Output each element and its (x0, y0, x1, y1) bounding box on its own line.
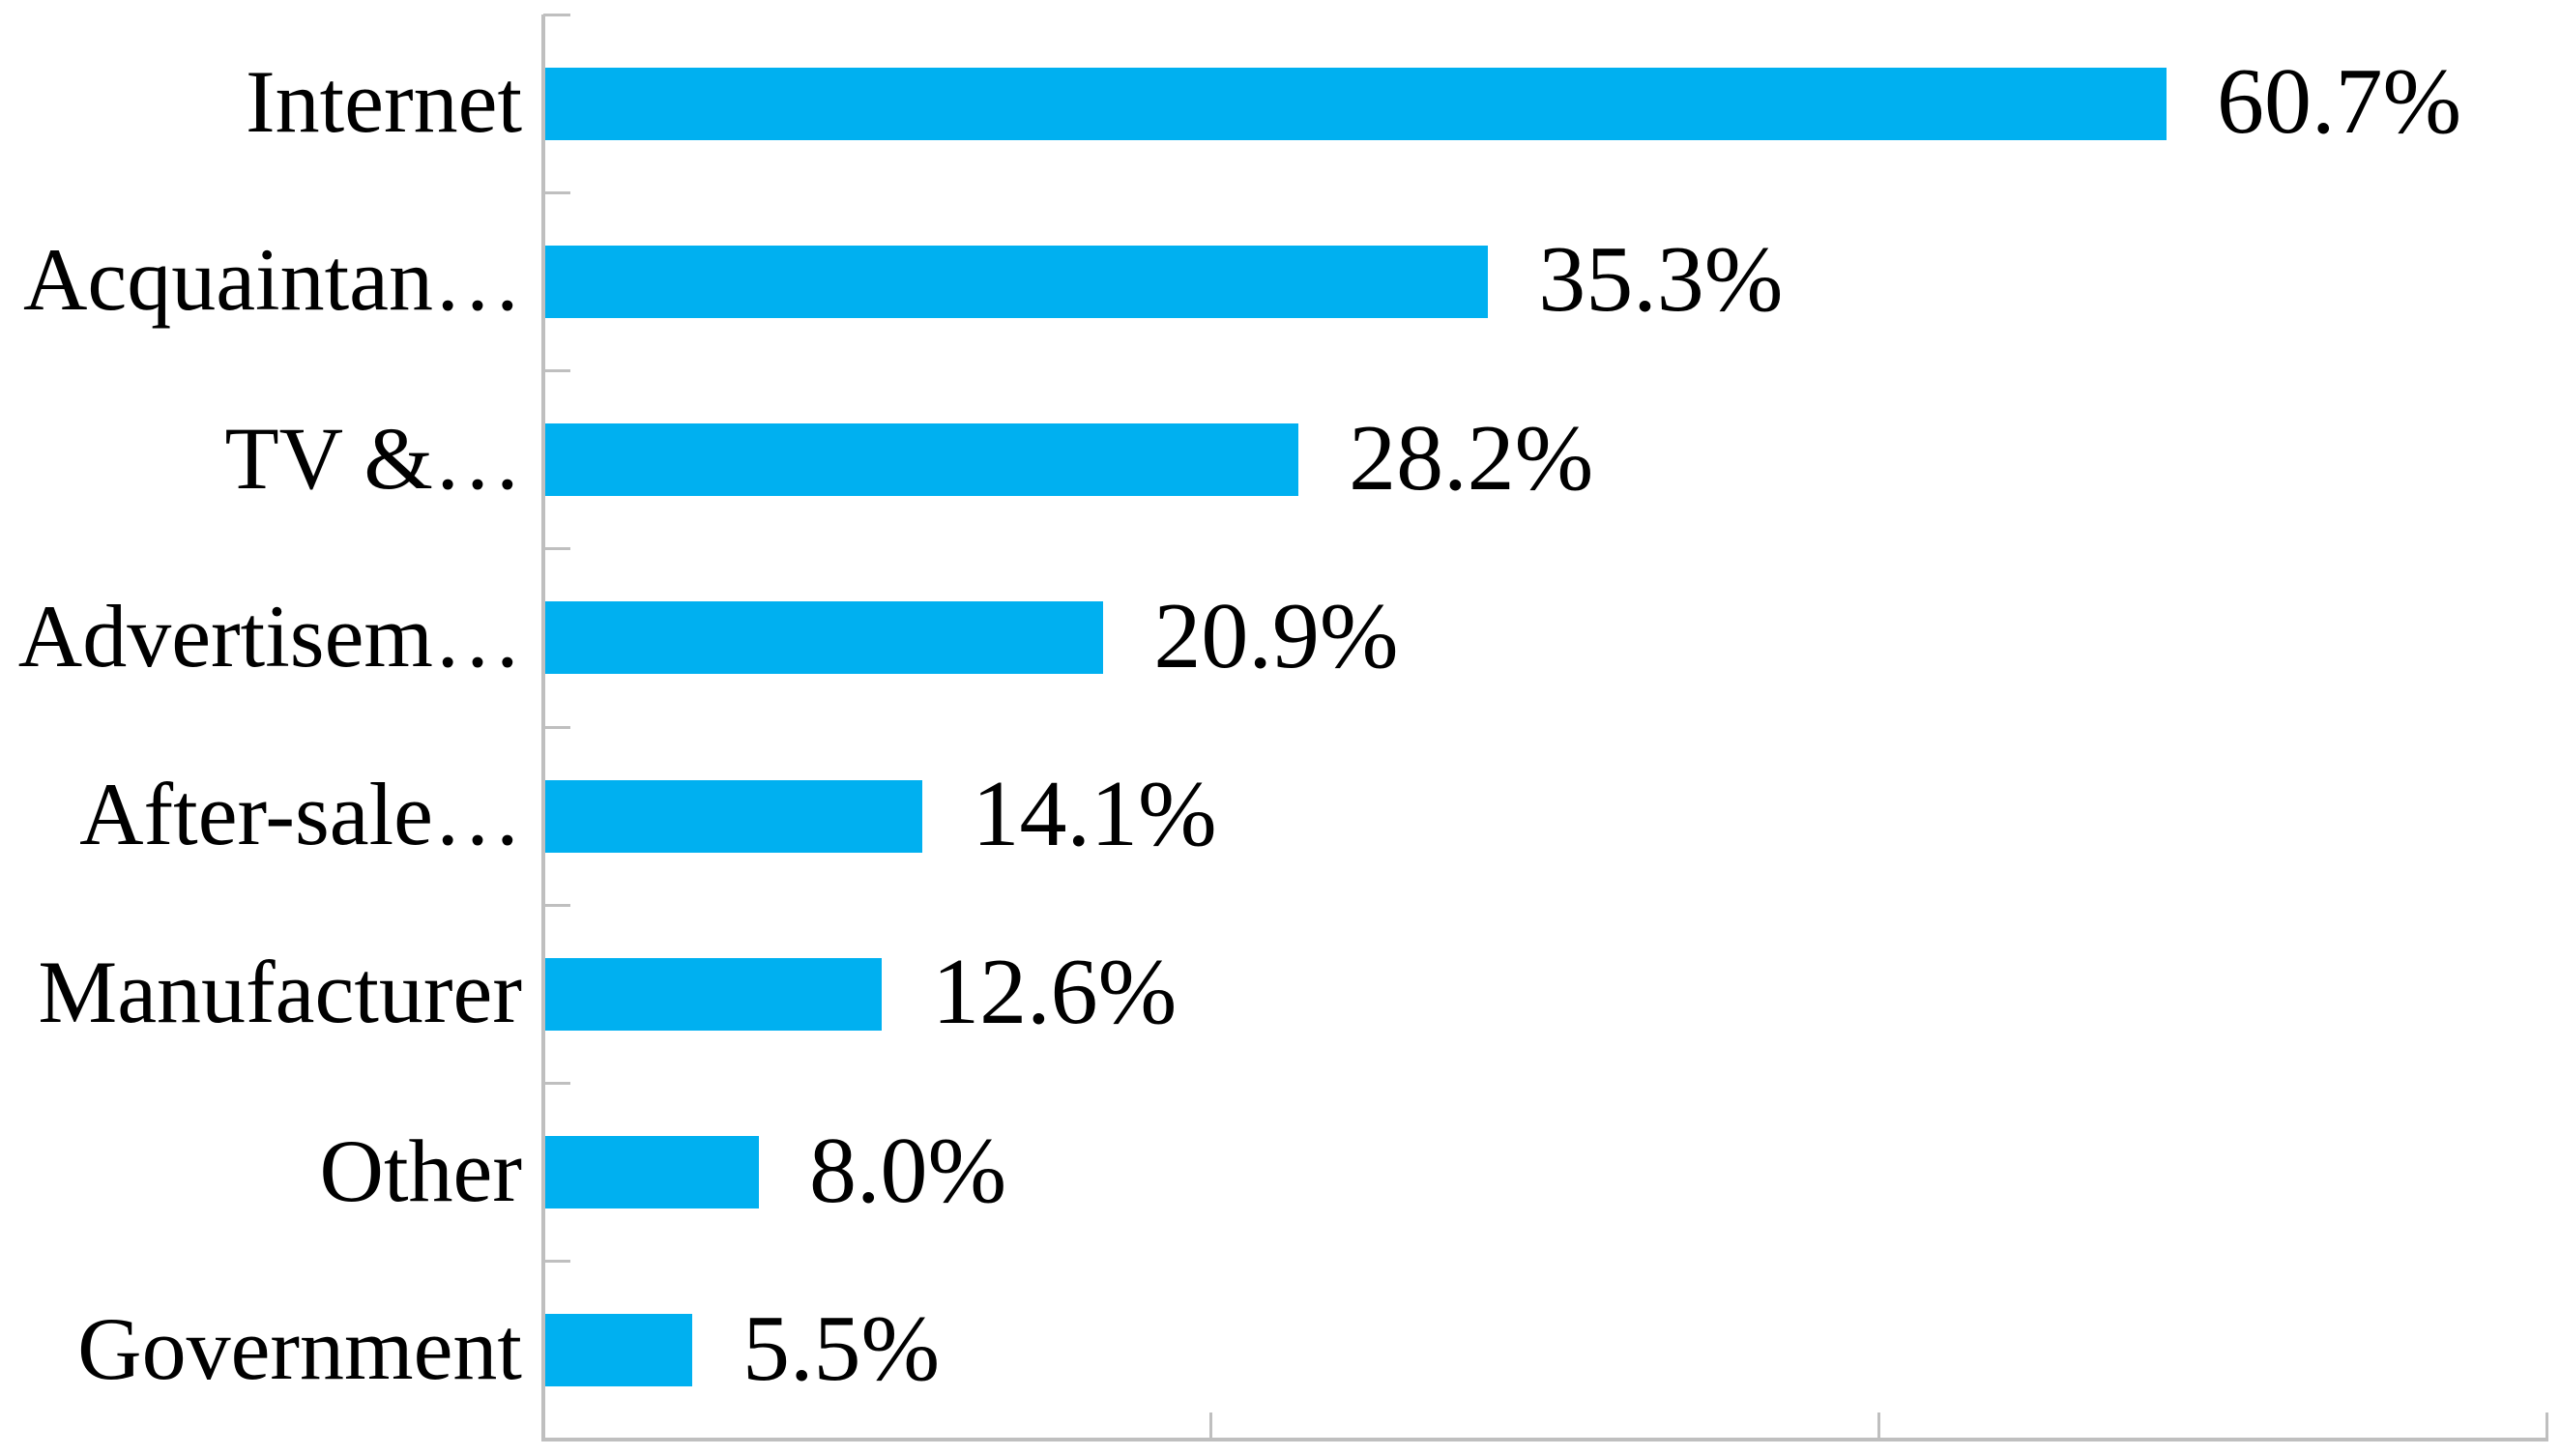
x-axis-tick (2545, 1412, 2548, 1440)
bar (545, 67, 2167, 140)
category-label: Advertisem… (17, 587, 522, 686)
x-axis-line (541, 1438, 2548, 1441)
bar (545, 1314, 692, 1387)
value-label: 28.2% (1349, 405, 1594, 510)
value-label: 20.9% (1153, 583, 1399, 688)
category-label: Manufacturer (38, 943, 522, 1042)
value-label: 60.7% (2216, 49, 2462, 155)
bar (545, 957, 883, 1031)
value-label: 5.5% (742, 1296, 941, 1401)
category-label: Internet (245, 52, 522, 152)
bar (545, 601, 1104, 675)
bar (545, 245, 1489, 318)
value-label: 12.6% (932, 940, 1178, 1045)
y-axis-tick (543, 547, 570, 551)
category-label: Acquaintan… (22, 230, 522, 330)
x-axis-tick (1876, 1412, 1880, 1440)
y-axis-tick (543, 1082, 570, 1085)
category-label: Government (77, 1299, 522, 1399)
bar (545, 423, 1299, 497)
y-axis-tick (543, 13, 570, 16)
y-axis-tick (543, 190, 570, 194)
category-label: Other (319, 1121, 522, 1220)
y-axis-tick (543, 903, 570, 907)
y-axis-tick (543, 369, 570, 372)
category-label: After-sale… (79, 765, 522, 864)
value-label: 35.3% (1538, 227, 1784, 333)
x-axis-tick (1209, 1412, 1213, 1440)
y-axis-tick (543, 725, 570, 729)
category-label: TV &… (224, 408, 522, 508)
bar (545, 779, 922, 853)
value-label: 8.0% (809, 1118, 1007, 1223)
y-axis-tick (543, 1260, 570, 1264)
value-label: 14.1% (972, 762, 1217, 867)
y-axis-tick (543, 1438, 570, 1441)
bar (545, 1136, 759, 1209)
